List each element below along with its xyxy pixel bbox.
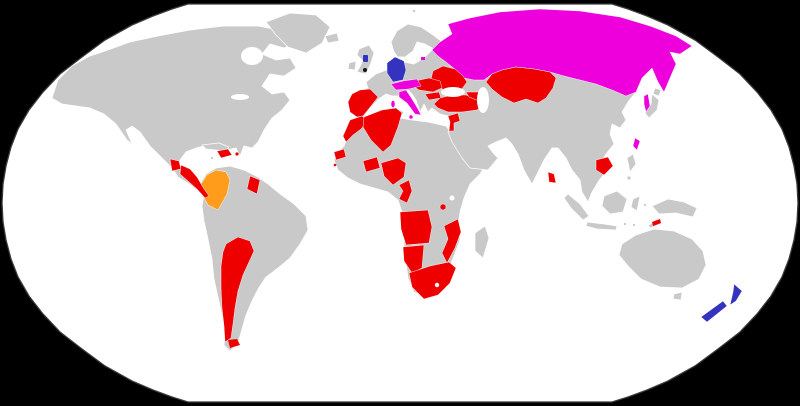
sea-black-sea <box>441 87 465 97</box>
country-switzerland-austria <box>390 78 422 91</box>
continent-australia <box>618 228 707 289</box>
island-tasmania <box>672 291 683 301</box>
country-nigeria-benin <box>380 157 407 186</box>
island-borneo <box>601 190 628 215</box>
country-sri-lanka <box>547 171 557 184</box>
island-madagascar <box>474 225 490 259</box>
country-cambodia <box>595 156 614 176</box>
island-sardinia <box>390 100 396 108</box>
island-sumatra <box>563 193 590 221</box>
island-puerto-rico <box>235 152 239 156</box>
region-central-america-chain <box>179 164 210 199</box>
country-guyana <box>246 175 261 195</box>
country-colombia <box>200 169 231 211</box>
country-lesotho-hole <box>434 282 440 288</box>
island-hispaniola <box>216 148 233 159</box>
country-cameroon-gabon <box>398 179 413 204</box>
island-greenland <box>265 12 331 54</box>
marker-england-black-dot <box>363 68 367 72</box>
region-levant <box>447 112 461 132</box>
island-java <box>585 221 618 231</box>
region-kaliningrad <box>421 57 425 60</box>
lakes-great-lakes <box>231 94 249 100</box>
country-burundi-rwanda <box>439 203 447 211</box>
marker-scotland-blue <box>363 55 368 62</box>
region-tierra-del-fuego <box>228 339 240 348</box>
country-angola <box>399 209 433 246</box>
country-taiwan <box>632 137 641 151</box>
island-japan-hokkaido <box>652 87 662 97</box>
country-germany <box>386 56 407 83</box>
country-kazakhstan <box>485 66 557 104</box>
island-ireland <box>347 60 357 71</box>
sea-caspian <box>477 87 489 113</box>
country-south-africa <box>408 261 457 300</box>
island-sakhalin-russia <box>643 93 651 113</box>
country-senegal <box>333 148 347 161</box>
country-russia <box>431 8 693 97</box>
island-japan-honshu <box>644 93 660 119</box>
island-iceland <box>324 32 340 44</box>
island-mindanao <box>626 175 632 181</box>
country-burkina-faso <box>362 156 381 173</box>
island-lesser-sunda-1 <box>623 222 627 226</box>
island-sulawesi <box>630 195 641 212</box>
country-algeria <box>362 107 403 153</box>
country-italy <box>398 89 422 116</box>
island-moluccas <box>643 203 647 207</box>
sea-hudson-bay <box>241 47 263 65</box>
country-argentina-region <box>220 236 255 343</box>
island-sicily <box>408 114 414 120</box>
islands-philippines <box>626 153 637 173</box>
country-new-zealand-north <box>729 283 743 306</box>
island-svalbard <box>412 9 416 13</box>
island-new-guinea <box>651 198 698 218</box>
island-jamaica <box>210 156 214 160</box>
country-guinea-coast-dot <box>333 163 337 167</box>
country-mozambique <box>441 218 462 264</box>
lake-victoria <box>449 195 455 201</box>
country-spain-portugal <box>347 88 379 118</box>
island-lesser-sunda-2 <box>632 223 636 227</box>
country-new-zealand-south <box>700 300 728 323</box>
country-timor <box>652 219 661 226</box>
